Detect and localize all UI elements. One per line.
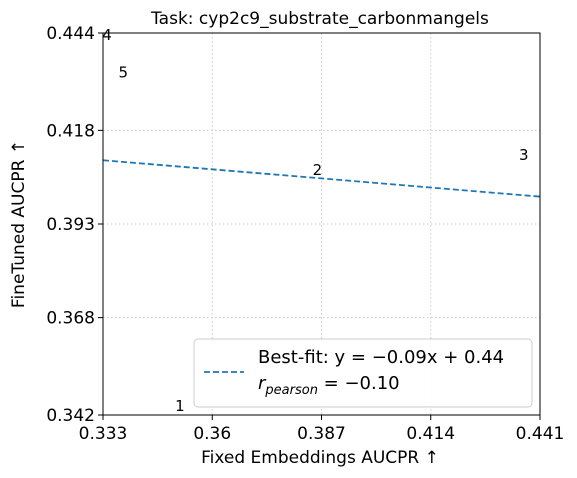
y-axis-label: FineTuned AUCPR ↑ [9, 140, 29, 308]
point-label-2: 2 [313, 161, 323, 179]
legend-pearson-sub: pearson [264, 383, 318, 398]
legend-pearson-value: = −0.10 [318, 373, 400, 394]
x-axis-label: Fixed Embeddings AUCPR ↑ [201, 448, 439, 468]
y-tick-label: 0.444 [46, 24, 95, 44]
fit-line-layer [102, 159, 541, 198]
legend-box [193, 338, 533, 408]
chart-title: Task: cyp2c9_substrate_carbonmangels [150, 9, 489, 29]
y-tick-label: 0.418 [46, 121, 95, 141]
legend: Best-fit: y = −0.09x + 0.44 rpearson = −… [193, 338, 533, 408]
y-axis-ticks: 0.342 0.368 0.393 0.418 0.444 [46, 24, 103, 426]
x-axis-ticks: 0.333 0.36 0.387 0.414 0.441 [79, 415, 565, 444]
legend-pearson-label: rpearson = −0.10 [258, 373, 400, 398]
y-tick-label: 0.393 [46, 215, 95, 235]
point-label-1: 1 [175, 397, 185, 415]
x-tick-label: 0.36 [193, 424, 231, 444]
x-tick-label: 0.441 [516, 424, 565, 444]
x-tick-label: 0.387 [297, 424, 346, 444]
point-label-5: 5 [118, 64, 128, 82]
y-tick-label: 0.368 [46, 309, 95, 329]
point-label-4: 4 [102, 26, 112, 44]
y-tick-label: 0.342 [46, 406, 95, 426]
x-tick-label: 0.414 [406, 424, 455, 444]
point-labels: 1 2 3 4 5 [102, 26, 528, 415]
point-label-3: 3 [519, 146, 529, 164]
legend-pearson-r: r [258, 373, 267, 394]
x-tick-label: 0.333 [79, 424, 128, 444]
legend-fit-label: Best-fit: y = −0.09x + 0.44 [258, 347, 504, 368]
best-fit-line [102, 159, 541, 198]
